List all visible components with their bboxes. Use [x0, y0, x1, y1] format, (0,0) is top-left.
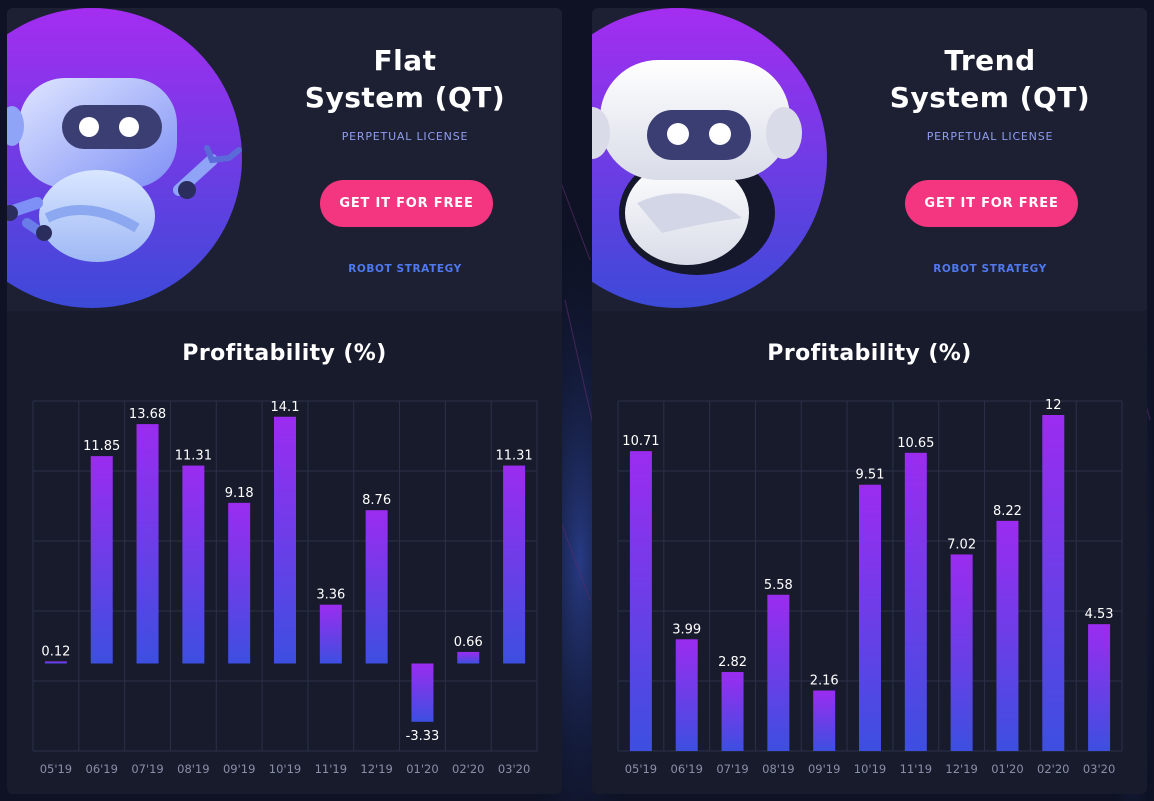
bar-value-label: 9.18: [225, 486, 254, 501]
bar-06'19: [675, 639, 698, 751]
x-tick-label: 05'19: [625, 762, 657, 776]
get-it-for-free-button[interactable]: GET IT FOR FREE: [320, 180, 493, 227]
x-tick-label: 10'19: [269, 762, 301, 776]
x-tick-label: 11'19: [315, 762, 347, 776]
x-tick-label: 11'19: [900, 762, 932, 776]
bar-10'19: [274, 416, 296, 664]
x-tick-label: 07'19: [716, 762, 748, 776]
x-tick-label: 03'20: [1083, 762, 1115, 776]
bar-08'19: [767, 594, 790, 751]
profitability-chart-flat: 0.12 05'19 11.85 06'19 13.68 07'19 11.31 08'19 9…: [32, 400, 538, 776]
robot-strategy-link[interactable]: ROBOT STRATEGY: [933, 263, 1047, 275]
get-it-for-free-button[interactable]: GET IT FOR FREE: [905, 180, 1078, 227]
bar-value-label: 13.68: [129, 407, 166, 422]
x-tick-label: 02'20: [452, 762, 484, 776]
x-tick-label: 05'19: [40, 762, 72, 776]
license-label: PERPETUAL LICENSE: [341, 130, 469, 143]
bar-value-label: 0.12: [41, 644, 70, 659]
bar-01'20: [411, 663, 434, 722]
product-card-flat: Flat System (QT) PERPETUAL LICENSE GET I…: [7, 8, 562, 794]
x-tick-label: 08'19: [177, 762, 209, 776]
bar-10'19: [859, 484, 881, 751]
x-tick-label: 06'19: [86, 762, 118, 776]
license-label: PERPETUAL LICENSE: [926, 130, 1054, 143]
bar-value-label: 10.65: [897, 436, 934, 451]
bar-value-label: 8.22: [993, 504, 1022, 519]
bar-value-label: 4.53: [1085, 607, 1114, 622]
robot-strategy-link[interactable]: ROBOT STRATEGY: [348, 263, 462, 275]
bar-07'19: [136, 424, 159, 664]
bar-value-label: 5.58: [764, 578, 793, 593]
bar-06'19: [90, 456, 113, 664]
bar-03'20: [503, 465, 526, 664]
x-tick-label: 10'19: [854, 762, 886, 776]
x-tick-label: 12'19: [945, 762, 977, 776]
bar-01'20: [996, 520, 1019, 751]
bar-value-label: 0.66: [454, 635, 483, 650]
bar-02'20: [457, 651, 480, 664]
bar-value-label: 2.82: [718, 655, 747, 670]
bar-09'19: [813, 690, 836, 751]
product-title-line2: System (QT): [304, 81, 506, 114]
bar-value-label: 10.71: [622, 434, 659, 449]
x-tick-label: 09'19: [223, 762, 255, 776]
bar-09'19: [228, 502, 251, 664]
bar-08'19: [182, 465, 205, 664]
bar-value-label: 3.99: [672, 622, 701, 637]
x-tick-label: 08'19: [762, 762, 794, 776]
bar-value-label: 11.85: [83, 439, 120, 454]
x-tick-label: 06'19: [671, 762, 703, 776]
bar-value-label: 14.1: [271, 400, 300, 415]
bar-07'19: [721, 672, 744, 751]
bar-value-label: 3.36: [316, 588, 345, 603]
x-tick-label: 02'20: [1037, 762, 1069, 776]
x-tick-label: 09'19: [808, 762, 840, 776]
bar-05'19: [44, 661, 67, 664]
bar-value-label: 11.31: [495, 449, 532, 464]
bar-12'19: [950, 554, 973, 751]
x-tick-label: 01'20: [406, 762, 438, 776]
product-title-line2: System (QT): [889, 81, 1091, 114]
x-tick-label: 12'19: [360, 762, 392, 776]
bar-11'19: [319, 604, 342, 664]
bar-value-label: 12: [1045, 398, 1062, 413]
product-title: Trend System (QT): [870, 42, 1110, 116]
product-card-trend: Trend System (QT) PERPETUAL LICENSE GET …: [592, 8, 1147, 794]
product-title: Flat System (QT): [285, 42, 525, 116]
bar-value-label: 11.31: [175, 449, 212, 464]
bar-value-label: 2.16: [810, 674, 839, 689]
x-tick-label: 01'20: [991, 762, 1023, 776]
bar-03'20: [1088, 624, 1111, 751]
chart-heading: Profitability (%): [767, 341, 972, 366]
profitability-chart-trend: 10.71 05'19 3.99 06'19 2.82 07'19 5.58 08'19 2.1…: [617, 398, 1123, 776]
product-title-line1: Flat: [373, 44, 437, 77]
bar-value-label: 7.02: [947, 537, 976, 552]
x-tick-label: 07'19: [131, 762, 163, 776]
bar-12'19: [365, 510, 388, 664]
product-title-line1: Trend: [944, 44, 1036, 77]
bar-value-label: -3.33: [406, 729, 440, 744]
bar-02'20: [1042, 415, 1065, 751]
bar-value-label: 9.51: [856, 468, 885, 483]
bar-05'19: [629, 451, 652, 751]
chart-heading: Profitability (%): [182, 341, 387, 366]
robot-head-icon: [592, 8, 827, 308]
x-tick-label: 03'20: [498, 762, 530, 776]
bar-value-label: 8.76: [362, 493, 391, 508]
bar-11'19: [904, 452, 927, 751]
robot-waving-icon: [7, 8, 242, 308]
